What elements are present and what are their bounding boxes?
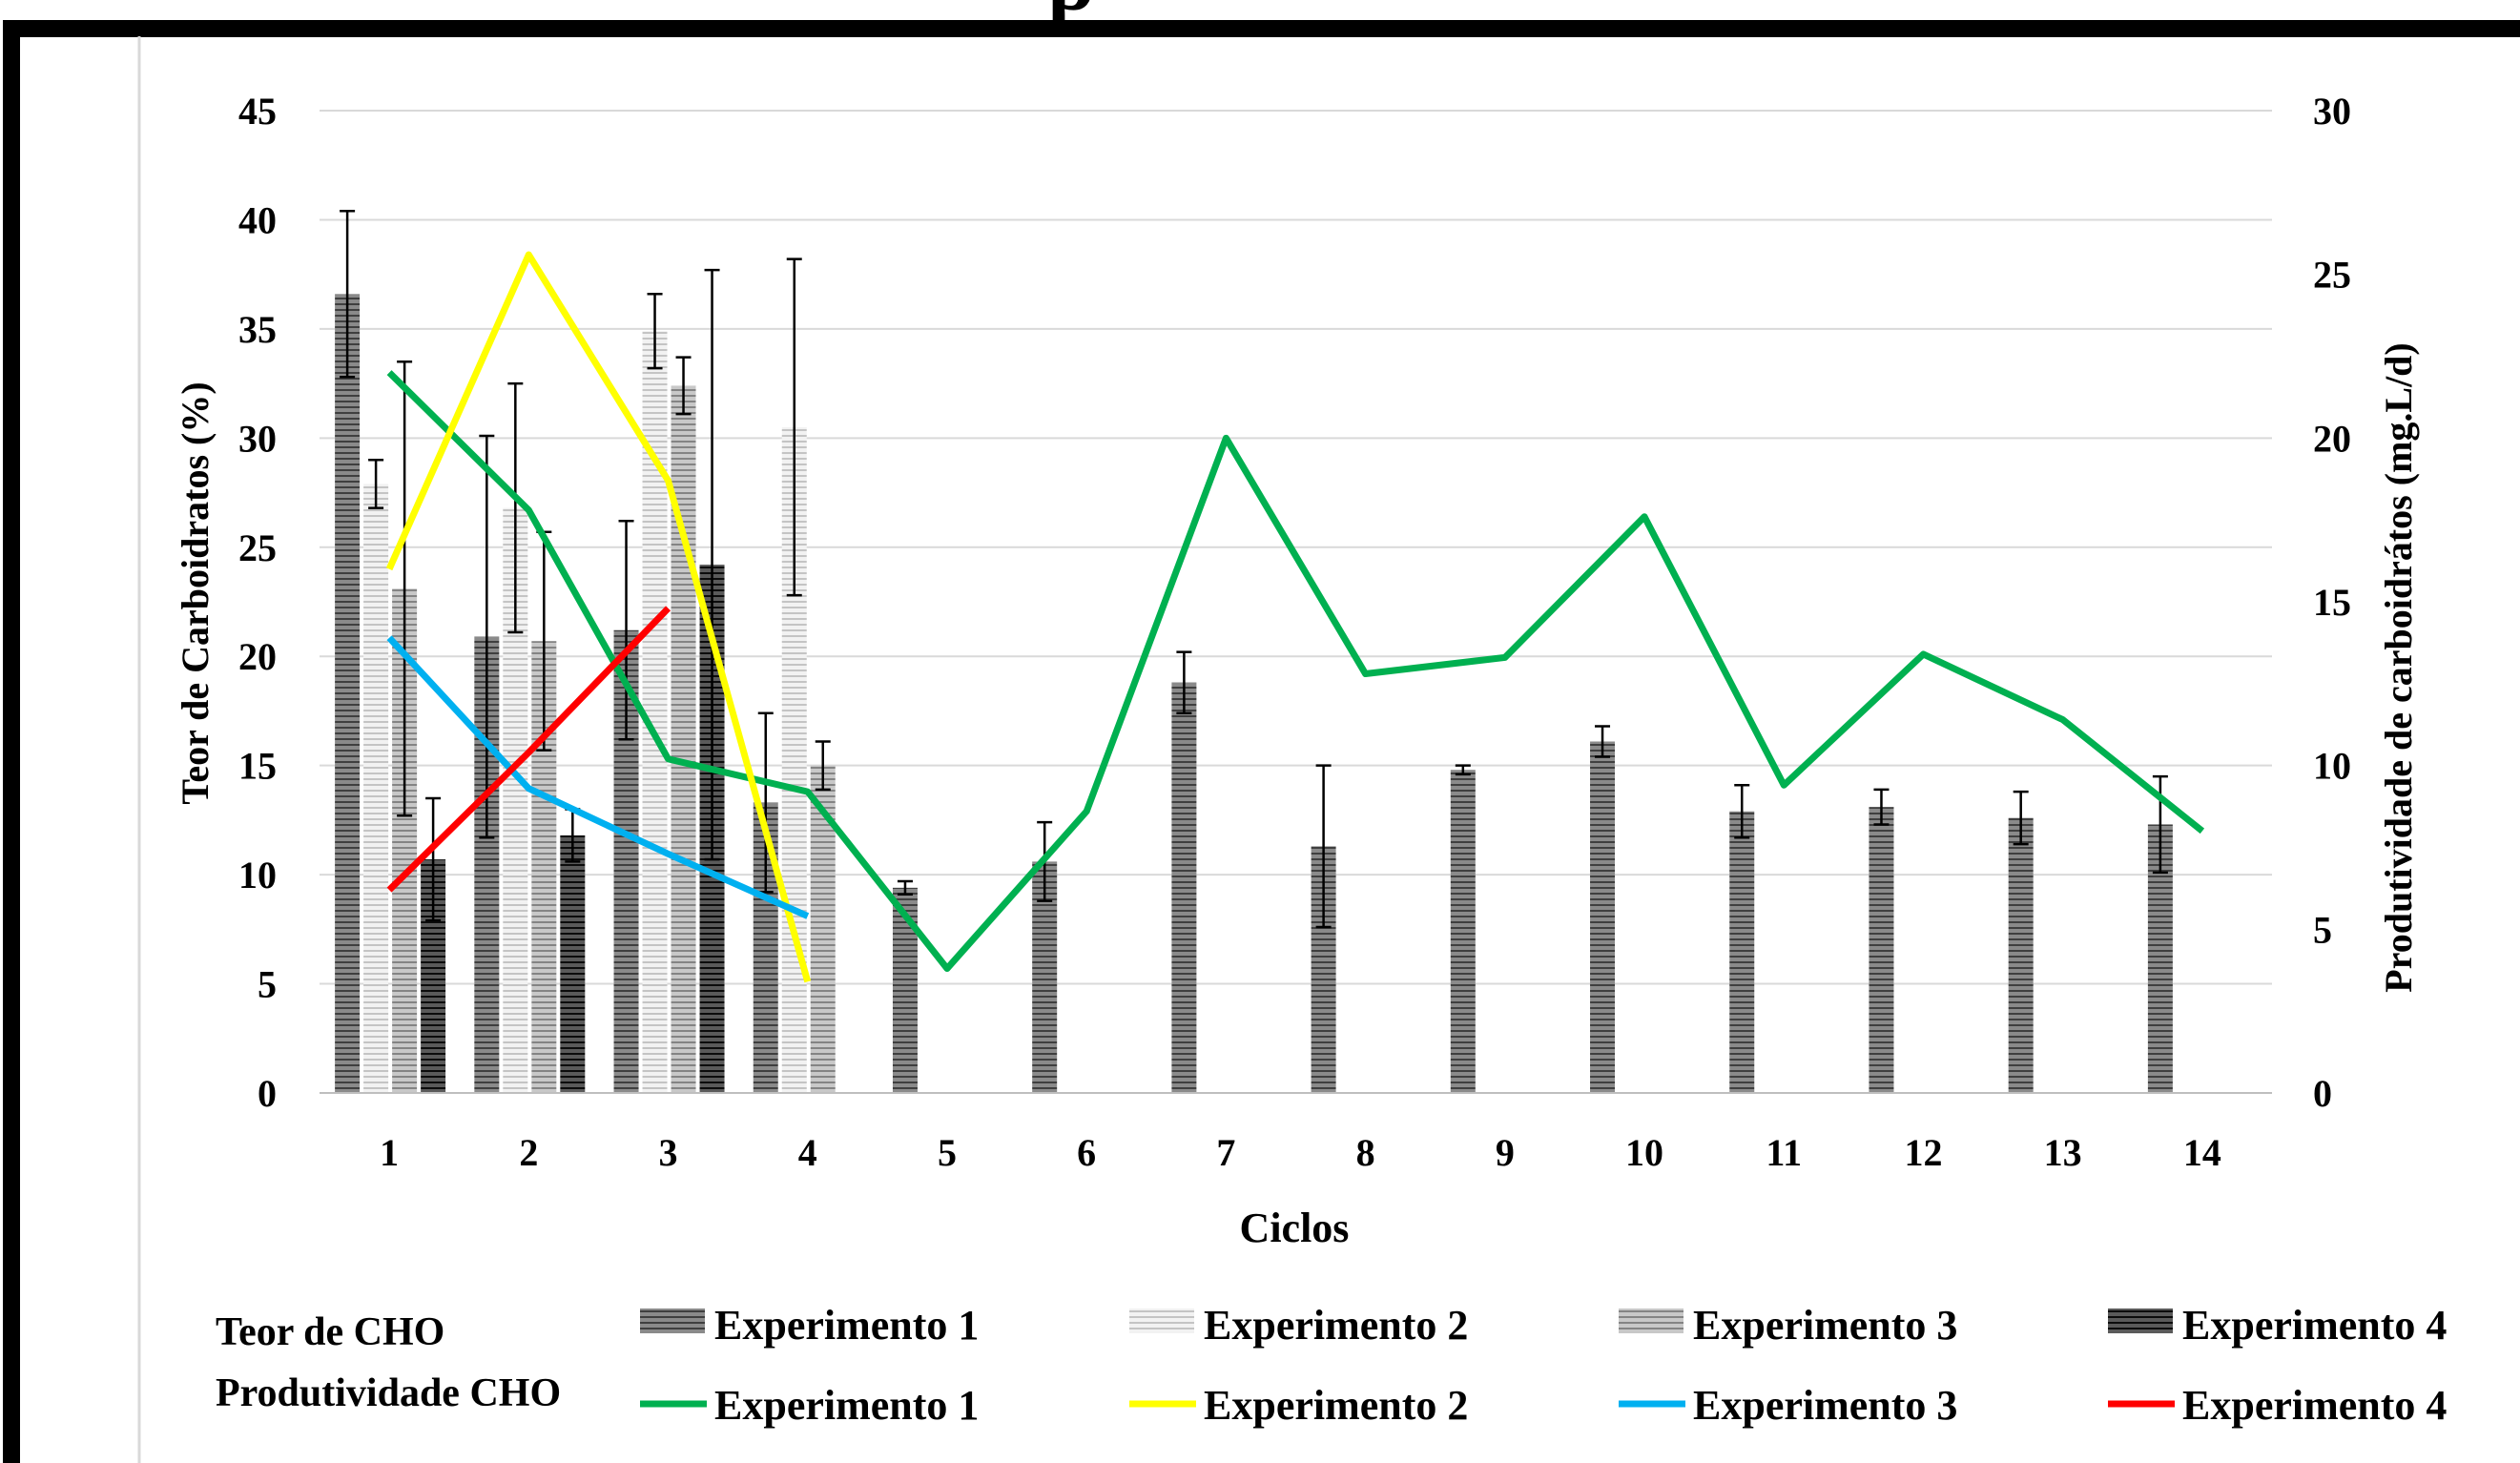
bar <box>1450 770 1476 1093</box>
x-tick-label: 3 <box>659 1131 678 1174</box>
legend-label: Experimento 2 <box>1204 1382 1468 1429</box>
y-tick-label: 35 <box>238 308 277 351</box>
y2-tick-label: 0 <box>2313 1072 2332 1115</box>
series-line <box>386 635 810 919</box>
x-tick-label: 9 <box>1496 1131 1515 1174</box>
y2-axis-title: Produtividade de carboidrátos (mg.L/d) <box>2377 342 2420 993</box>
y-tick-label: 30 <box>238 417 277 460</box>
x-tick-label: 11 <box>1766 1131 1802 1174</box>
y-axis-title: Teor de Carboidratos (%) <box>174 381 217 804</box>
x-tick-label: 4 <box>798 1131 817 1174</box>
lines <box>385 251 2205 983</box>
legend-label: Experimento 3 <box>1693 1382 1957 1429</box>
x-tick-label: 5 <box>938 1131 957 1174</box>
legend-label: Experimento 1 <box>714 1382 979 1429</box>
y-tick-label: 5 <box>258 963 277 1006</box>
y2-tick-label: 5 <box>2313 908 2332 951</box>
bar <box>671 385 696 1093</box>
bar <box>2008 817 2034 1093</box>
legend-label: Experimento 2 <box>1204 1302 1468 1349</box>
x-tick-label: 10 <box>1625 1131 1663 1174</box>
legend-swatch <box>1619 1308 1683 1333</box>
y2-tick-label: 30 <box>2313 90 2351 133</box>
y2-tick-label: 10 <box>2313 745 2351 788</box>
legend-label: Experimento 4 <box>2182 1382 2447 1429</box>
x-tick-label: 14 <box>2183 1131 2221 1174</box>
legend-header: Produtividade CHO <box>216 1371 561 1415</box>
legend-swatch <box>640 1308 705 1333</box>
x-tick-label: 2 <box>519 1131 538 1174</box>
y-tick-label: 40 <box>238 198 277 241</box>
y2-tick-label: 20 <box>2313 417 2351 460</box>
y-tick-label: 0 <box>258 1072 277 1115</box>
bar <box>1171 682 1197 1093</box>
bar <box>335 294 361 1093</box>
bar <box>1869 807 1894 1093</box>
x-tick-label: 13 <box>2044 1131 2082 1174</box>
y-tick-label: 45 <box>238 90 277 133</box>
x-tick-label: 6 <box>1077 1131 1096 1174</box>
legend-swatch <box>1129 1308 1194 1333</box>
page-title-fragment: p <box>1047 0 1095 29</box>
x-tick-label: 7 <box>1216 1131 1235 1174</box>
y-tick-label: 20 <box>238 635 277 678</box>
y-tick-label: 15 <box>238 745 277 788</box>
bar <box>1729 811 1755 1093</box>
gridlines <box>320 110 2272 1094</box>
y-tick-label: 10 <box>238 854 277 896</box>
legend: Teor de CHO Produtividade CHO Experimento … <box>216 1302 2447 1429</box>
x-tick-label: 1 <box>380 1131 399 1174</box>
bars <box>335 294 2173 1094</box>
x-axis-title: Ciclos <box>1240 1205 1350 1251</box>
series-line <box>385 251 812 983</box>
bar <box>363 484 389 1093</box>
error-bars <box>340 210 2168 929</box>
series-line <box>386 370 2205 973</box>
y2-tick-label: 25 <box>2313 254 2351 297</box>
x-tick-label: 12 <box>1904 1131 1942 1174</box>
legend-label: Experimento 4 <box>2182 1302 2447 1349</box>
legend-label: Experimento 1 <box>714 1302 979 1349</box>
legend-label: Experimento 3 <box>1693 1302 1957 1349</box>
y-tick-label: 25 <box>238 526 277 569</box>
bar <box>1590 741 1616 1093</box>
chart-frame <box>3 20 2520 1463</box>
series-line <box>386 606 671 893</box>
y2-tick-label: 15 <box>2313 581 2351 624</box>
bar <box>560 835 586 1093</box>
x-tick-label: 8 <box>1356 1131 1375 1174</box>
legend-header: Teor de CHO <box>216 1310 444 1354</box>
legend-swatch <box>2108 1308 2173 1333</box>
